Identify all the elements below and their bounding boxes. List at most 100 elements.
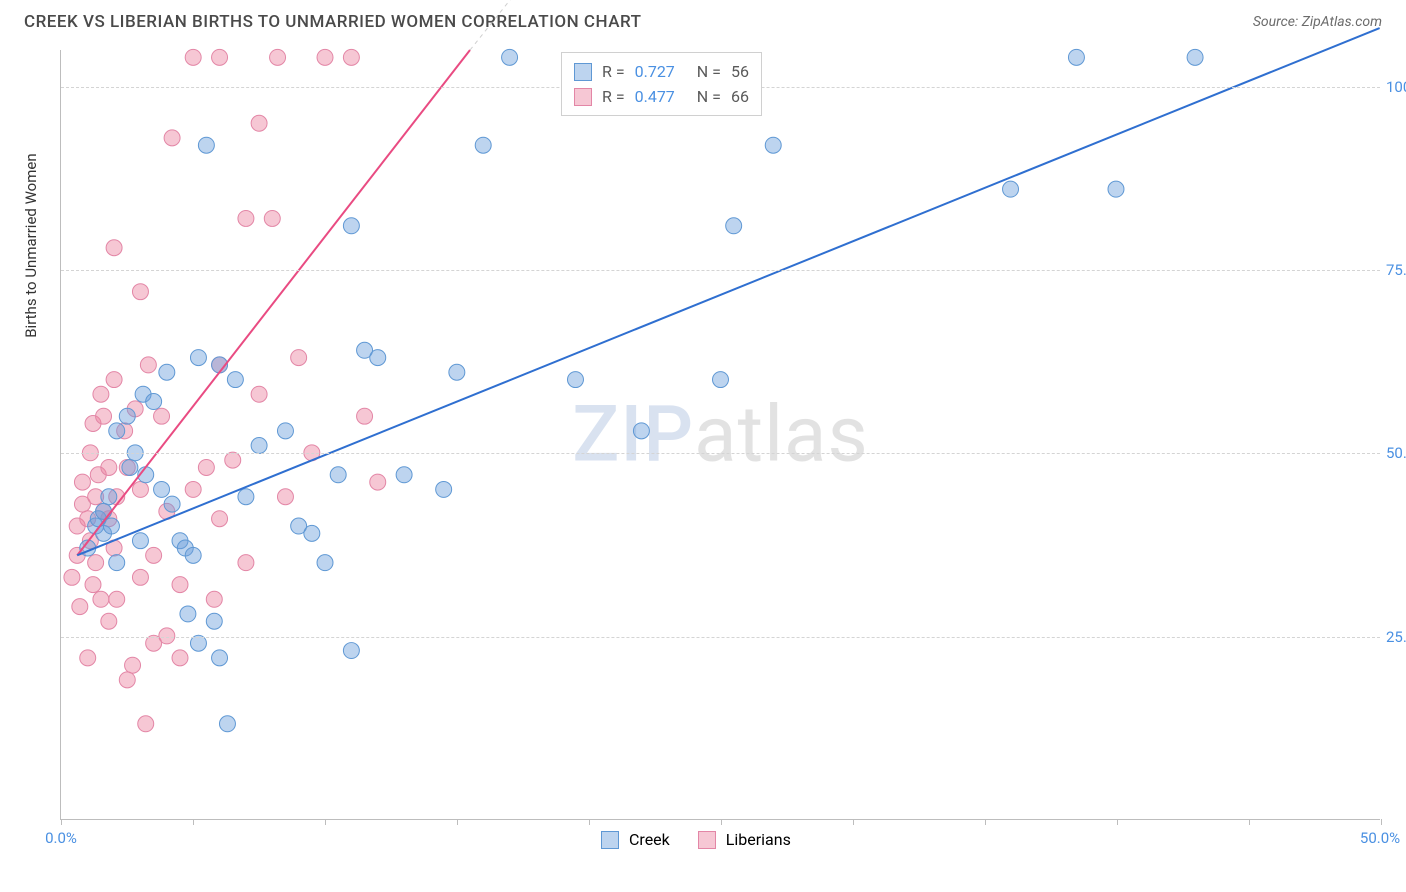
x-tick	[61, 819, 62, 825]
y-tick-label: 50.0%	[1386, 444, 1406, 462]
data-point	[101, 489, 117, 505]
data-point	[80, 650, 96, 666]
n-label: N =	[697, 87, 721, 106]
data-point	[122, 459, 138, 475]
data-point	[330, 467, 346, 483]
data-point	[154, 481, 170, 497]
x-tick	[853, 819, 854, 825]
legend-swatch	[574, 88, 592, 106]
data-point	[277, 489, 293, 505]
data-point	[270, 49, 286, 65]
legend-swatch	[601, 831, 619, 849]
data-point	[317, 555, 333, 571]
data-point	[164, 496, 180, 512]
data-point	[138, 716, 154, 732]
y-tick-label: 100.0%	[1386, 78, 1406, 96]
data-point	[567, 372, 583, 388]
data-point	[125, 657, 141, 673]
data-point	[72, 599, 88, 615]
n-value: 66	[731, 87, 749, 106]
data-point	[343, 643, 359, 659]
data-point	[154, 408, 170, 424]
data-point	[185, 49, 201, 65]
data-point	[198, 137, 214, 153]
data-point	[206, 591, 222, 607]
data-point	[93, 591, 109, 607]
data-point	[103, 518, 119, 534]
data-point	[109, 555, 125, 571]
x-tick	[457, 819, 458, 825]
y-tick-label: 75.0%	[1386, 261, 1406, 279]
data-point	[370, 474, 386, 490]
data-point	[132, 569, 148, 585]
y-axis-label: Births to Unmarried Women	[22, 153, 40, 337]
data-point	[1187, 49, 1203, 65]
data-point	[633, 423, 649, 439]
data-point	[88, 555, 104, 571]
data-point	[172, 577, 188, 593]
data-point	[96, 408, 112, 424]
data-point	[304, 525, 320, 541]
data-point	[96, 503, 112, 519]
data-point	[146, 394, 162, 410]
data-point	[119, 672, 135, 688]
chart-title: CREEK VS LIBERIAN BIRTHS TO UNMARRIED WO…	[24, 12, 641, 32]
data-point	[172, 650, 188, 666]
legend-swatch	[698, 831, 716, 849]
scatter-svg	[61, 50, 1380, 819]
x-tick	[1117, 819, 1118, 825]
x-tick	[193, 819, 194, 825]
x-axis-max-label: 50.0%	[1360, 829, 1400, 847]
series-legend: CreekLiberians	[601, 830, 809, 849]
n-value: 56	[731, 62, 749, 81]
plot-region: ZIPatlas 25.0%50.0%75.0%100.0% 0.0% 50.0…	[60, 50, 1380, 820]
data-point	[106, 372, 122, 388]
x-axis-min-label: 0.0%	[45, 829, 77, 847]
data-point	[190, 350, 206, 366]
gridline	[61, 270, 1380, 271]
data-point	[93, 386, 109, 402]
data-point	[185, 547, 201, 563]
data-point	[180, 606, 196, 622]
r-value: 0.477	[635, 87, 675, 106]
data-point	[475, 137, 491, 153]
data-point	[159, 364, 175, 380]
data-point	[132, 533, 148, 549]
legend-row: R =0.477N =66	[574, 84, 749, 109]
data-point	[119, 408, 135, 424]
legend-row: R =0.727N =56	[574, 59, 749, 84]
data-point	[370, 350, 386, 366]
data-point	[185, 481, 201, 497]
legend-swatch	[574, 63, 592, 81]
y-tick-label: 25.0%	[1386, 628, 1406, 646]
data-point	[449, 364, 465, 380]
data-point	[765, 137, 781, 153]
n-label: N =	[697, 62, 721, 81]
data-point	[251, 437, 267, 453]
data-point	[502, 49, 518, 65]
data-point	[106, 240, 122, 256]
data-point	[225, 452, 241, 468]
gridline	[61, 453, 1380, 454]
chart-header: CREEK VS LIBERIAN BIRTHS TO UNMARRIED WO…	[0, 0, 1406, 40]
data-point	[101, 613, 117, 629]
x-tick	[589, 819, 590, 825]
data-point	[132, 481, 148, 497]
x-tick	[1249, 819, 1250, 825]
legend-label: Liberians	[726, 830, 791, 849]
data-point	[212, 650, 228, 666]
data-point	[74, 474, 90, 490]
data-point	[277, 423, 293, 439]
data-point	[436, 481, 452, 497]
data-point	[109, 423, 125, 439]
r-value: 0.727	[635, 62, 675, 81]
data-point	[238, 489, 254, 505]
chart-source: Source: ZipAtlas.com	[1253, 14, 1382, 30]
data-point	[212, 511, 228, 527]
data-point	[1068, 49, 1084, 65]
data-point	[219, 716, 235, 732]
data-point	[212, 49, 228, 65]
data-point	[1003, 181, 1019, 197]
data-point	[101, 459, 117, 475]
data-point	[1108, 181, 1124, 197]
